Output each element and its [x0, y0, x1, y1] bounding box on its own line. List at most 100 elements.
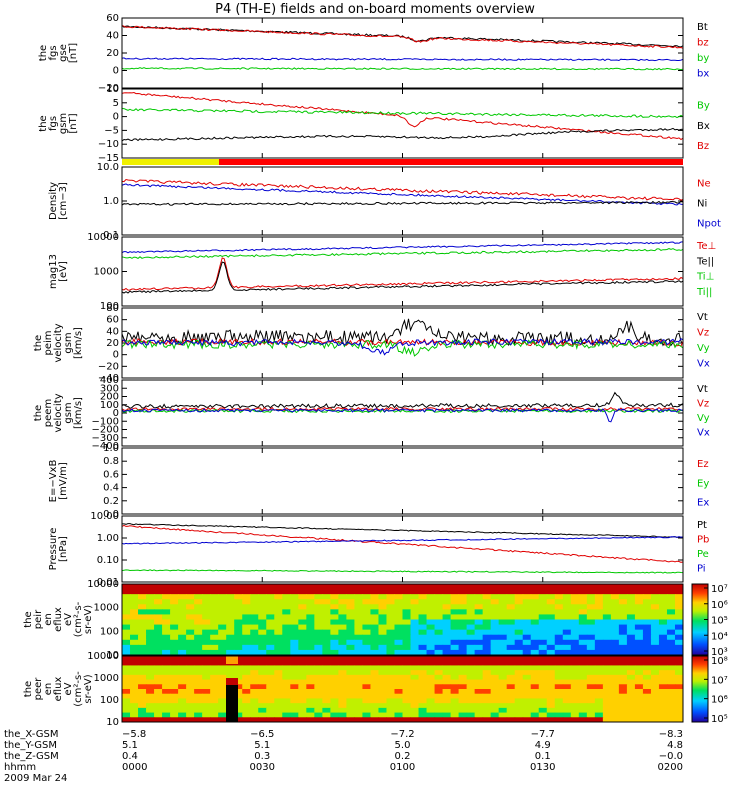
- spectrogram-cell: [530, 649, 540, 656]
- spectrogram-cell: [154, 589, 163, 595]
- xaxis-value: 0.3: [254, 751, 270, 762]
- spectrogram-cell: [426, 644, 436, 651]
- spectrogram-cell: [602, 665, 612, 671]
- spectrogram-cell: [418, 679, 428, 685]
- spectrogram-cell: [370, 670, 379, 676]
- spectrogram-cell: [658, 660, 668, 666]
- spectrogram-cell: [658, 707, 668, 714]
- spectrogram-cell: [658, 639, 668, 646]
- spectrogram-cell: [570, 656, 580, 662]
- spectrogram-cell: [554, 584, 564, 590]
- spectrogram-cell: [618, 674, 628, 681]
- spectrogram-cell: [418, 639, 428, 646]
- spectrogram-cell: [242, 614, 251, 620]
- spectrogram-cell: [386, 698, 395, 704]
- spectrogram-cell: [154, 703, 163, 709]
- spectrogram-cell: [250, 674, 259, 681]
- cbar-label: 10⁵: [711, 714, 728, 725]
- spectrogram-cell: [506, 693, 516, 699]
- spectrogram-cell: [258, 660, 267, 666]
- spectrogram-cell: [250, 609, 259, 615]
- spectrogram-cell: [642, 660, 652, 666]
- spectrogram-cell: [538, 644, 548, 651]
- spectrogram-cell: [578, 599, 588, 605]
- spectrogram-cell: [586, 698, 596, 704]
- spectrogram-cell: [562, 660, 572, 666]
- spectrogram-cell: [202, 660, 211, 666]
- spectrogram-cell: [626, 665, 636, 671]
- spectrogram-cell: [458, 703, 468, 709]
- spectrogram-cell: [346, 717, 355, 723]
- spectrogram-cell: [514, 684, 524, 690]
- spectrogram-cell: [434, 712, 444, 718]
- series-by: [122, 57, 683, 62]
- spectrogram-cell: [554, 693, 564, 699]
- spectrogram-cell: [418, 717, 428, 723]
- spectrogram-cell: [666, 604, 676, 610]
- spectrogram-cell: [530, 614, 540, 620]
- series-By: [122, 108, 683, 119]
- spectrogram-cell: [378, 614, 387, 620]
- legend-bz: bz: [697, 38, 709, 49]
- spectrogram-cell: [570, 604, 580, 610]
- spectrogram-cell: [386, 604, 395, 610]
- spectrogram-cell: [546, 660, 556, 666]
- spectrogram-cell: [498, 619, 508, 626]
- spectrogram-cell: [554, 624, 564, 631]
- spectrogram-cell: [298, 609, 307, 615]
- ytick-label-pressure: 0.01: [97, 577, 119, 588]
- spectrogram-cell: [338, 698, 347, 704]
- spectrogram-cell: [210, 703, 219, 709]
- spectrogram-cell: [658, 717, 668, 723]
- spectrogram-cell: [266, 614, 275, 620]
- spectrogram-cell: [618, 609, 628, 615]
- spectrogram-cell: [530, 639, 540, 646]
- spectrogram-cell: [130, 634, 139, 641]
- spectrogram-cell: [634, 604, 644, 610]
- spectrogram-cell: [626, 660, 636, 666]
- spectrogram-cell: [162, 703, 171, 709]
- xaxis-value: 5.1: [254, 740, 270, 751]
- spectrogram-cell: [618, 644, 628, 651]
- spectrogram-cell: [298, 604, 307, 610]
- spectrogram-cell: [298, 614, 307, 620]
- spectrogram-cell: [498, 670, 508, 676]
- spectrogram-cell: [514, 629, 524, 636]
- spectrogram-cell: [594, 634, 604, 641]
- spectrogram-cell: [386, 665, 395, 671]
- spectrogram-cell: [402, 639, 412, 646]
- spectrogram-cell: [346, 665, 355, 671]
- spectrogram-cell: [426, 717, 436, 723]
- spectrogram-cell: [138, 619, 147, 626]
- spectrogram-cell: [234, 656, 243, 662]
- spectrogram-cell: [314, 693, 323, 699]
- spectrogram-cell: [466, 693, 476, 699]
- spectrogram-cell: [386, 684, 395, 690]
- spectrogram-cell: [626, 717, 636, 723]
- spectrogram-cell: [610, 624, 620, 631]
- series-Pi: [122, 536, 683, 545]
- spectrogram-cell: [178, 634, 187, 641]
- spectrogram-cell: [610, 639, 620, 646]
- spectrogram-cell: [554, 703, 564, 709]
- spectrogram-cell: [274, 649, 283, 656]
- spectrogram-cell: [162, 717, 171, 723]
- spectrogram-cell: [378, 644, 387, 651]
- spectrogram-cell: [226, 619, 235, 626]
- spectrogram-cell: [338, 660, 347, 666]
- data-gap: [226, 684, 238, 722]
- ytick-label-efield: 1.0: [103, 443, 119, 454]
- spectrogram-cell: [330, 717, 339, 723]
- spectrogram-cell: [338, 614, 347, 620]
- xaxis-row-label: the_Z-GSM: [4, 751, 59, 762]
- spectrogram-cell: [362, 644, 371, 651]
- spectrogram-cell: [458, 707, 468, 714]
- spectrogram-cell: [154, 624, 163, 631]
- series-Pb: [122, 524, 683, 563]
- spectrogram-cell: [242, 649, 251, 656]
- spectrogram-cell: [234, 689, 243, 695]
- spectrogram-cell: [242, 584, 251, 590]
- spectrogram-cell: [402, 717, 412, 723]
- spectrogram-cell: [186, 684, 195, 690]
- spectrogram-cell: [466, 679, 476, 685]
